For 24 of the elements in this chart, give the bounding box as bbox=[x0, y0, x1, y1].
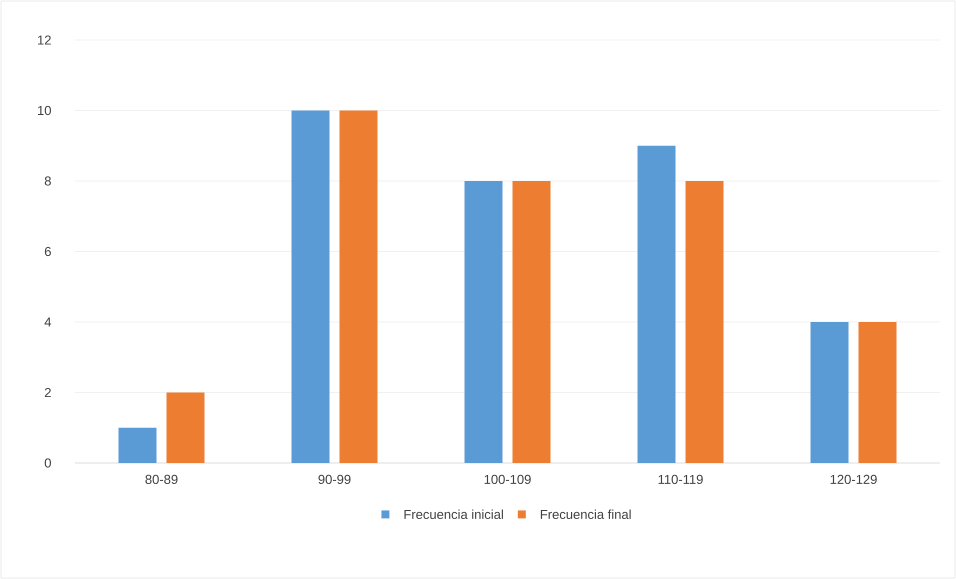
x-tick-label: 100-109 bbox=[484, 474, 531, 484]
bar bbox=[810, 322, 849, 463]
y-tick-label: 2 bbox=[44, 388, 51, 398]
bar bbox=[638, 146, 676, 463]
bar bbox=[166, 392, 205, 463]
x-tick-label: 120-129 bbox=[830, 474, 877, 484]
x-tick-label: 110-119 bbox=[658, 474, 703, 484]
y-tick-label: 4 bbox=[44, 318, 52, 326]
bar bbox=[118, 428, 157, 463]
x-tick-label: 90-99 bbox=[318, 474, 351, 484]
y-tick-label: 6 bbox=[44, 246, 51, 256]
legend-label: Frecuencia final bbox=[540, 509, 631, 520]
y-tick-label: 0 bbox=[44, 458, 51, 468]
y-tick-label: 10 bbox=[38, 106, 51, 116]
bar bbox=[292, 110, 330, 463]
y-tick-label: 12 bbox=[38, 35, 51, 45]
bar bbox=[858, 322, 897, 463]
bar bbox=[464, 181, 503, 463]
x-tick-label: 80-89 bbox=[145, 474, 178, 484]
legend-label: Frecuencia inicial bbox=[404, 509, 503, 520]
bar bbox=[686, 181, 724, 463]
bar bbox=[512, 181, 551, 463]
y-tick-label: 8 bbox=[44, 176, 51, 186]
bar bbox=[340, 110, 378, 463]
